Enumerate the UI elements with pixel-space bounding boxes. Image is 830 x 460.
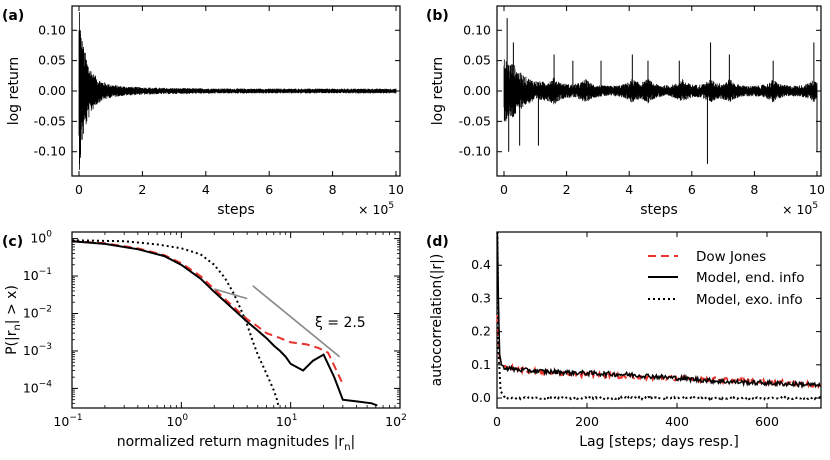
panel-b: 0 2 4 6 8 100.100.050.00-0.05-0.10 (b) steps … xyxy=(426,5,825,218)
x-tick-label: 0 xyxy=(493,414,501,429)
panel-a-ticks: 0 2 4 6 8 10 0.10 0.05 0.00 -0.05 -0.10 xyxy=(34,6,404,197)
panel-c-annotation: ξ = 2.5 xyxy=(315,315,366,331)
panel-b-ylabel: log return xyxy=(430,57,446,126)
y-tick-label: 0.0 xyxy=(471,390,491,405)
series-dow-jones xyxy=(496,314,822,390)
y-tick-label: 0.00 xyxy=(463,83,491,98)
y-tick-label: 0.4 xyxy=(471,257,491,272)
legend-label-model-end: Model, end. info xyxy=(696,270,804,286)
panel-d-legend: Dow Jones Model, end. info Model, exo. i… xyxy=(648,249,804,308)
panel-d-ticks: 0 200 400 600 0.0 0.1 0.2 0.3 0.4 xyxy=(471,232,821,429)
y-tick-label: 0.05 xyxy=(463,53,491,68)
x-tick-label: 200 xyxy=(575,414,599,429)
y-tick-label: -0.10 xyxy=(459,144,491,159)
series-dow-jones xyxy=(71,240,344,385)
panel-b-label: (b) xyxy=(426,8,449,24)
x-tick-label: 0 xyxy=(500,182,508,197)
y-tick-label: -0.10 xyxy=(34,144,66,159)
panel-d-ylabel: autocorrelation(|r|) xyxy=(429,254,445,387)
y-tick-label: 10−2 xyxy=(23,305,52,321)
x-tick-label: 8 xyxy=(329,182,337,197)
x-tick-label: 6 xyxy=(265,182,273,197)
y-tick-label: 0.3 xyxy=(471,290,491,305)
x-tick-label: 2 xyxy=(563,182,571,197)
x-tick-label: 100 xyxy=(167,413,189,429)
panel-b-xlabel: steps xyxy=(640,202,678,218)
y-tick-label: 0.2 xyxy=(471,324,491,339)
panel-a-series xyxy=(78,12,397,170)
x-tick-label: 4 xyxy=(625,182,633,197)
x-tick-label: 600 xyxy=(755,414,779,429)
legend-label-model-exo: Model, exo. info xyxy=(696,292,803,308)
x-tick-label: 101 xyxy=(276,413,298,429)
panel-a-ylabel: log return xyxy=(6,57,22,126)
panel-a-multiplier: × 105 xyxy=(358,201,394,217)
y-tick-label: 0.05 xyxy=(38,53,66,68)
panel-b-multiplier: × 105 xyxy=(782,201,818,217)
y-tick-label: 10−1 xyxy=(23,267,52,283)
series-model-exo-info xyxy=(496,231,822,402)
panel-a-xlabel: steps xyxy=(217,202,255,218)
panel-a-label: (a) xyxy=(2,8,24,24)
x-tick-label: 10 xyxy=(809,182,825,197)
panel-c-series xyxy=(71,239,378,409)
series-log-return xyxy=(78,12,397,170)
y-tick-label: 0.1 xyxy=(471,357,491,372)
series-gray-segment xyxy=(213,288,248,300)
panel-c-ylabel: P(|rn| > x) xyxy=(4,285,23,355)
panel-d: 0 200 400 600 0.0 0.1 0.2 0.3 0.4 (d) Lag [steps… xyxy=(426,231,822,450)
panel-d-label: (d) xyxy=(426,234,449,250)
x-tick-label: 2 xyxy=(138,182,146,197)
x-tick-label: 0 xyxy=(75,182,83,197)
panel-c-xlabel: normalized return magnitudes |rn| xyxy=(117,434,356,453)
y-tick-label: -0.05 xyxy=(459,113,491,128)
y-tick-label: 0.10 xyxy=(38,22,66,37)
series-power-law-fit xyxy=(252,285,341,358)
panel-b-series xyxy=(503,18,818,164)
panel-a: 0 2 4 6 8 100.100.050.00-0.05-0.10 (a) steps … xyxy=(2,5,404,218)
series-model-end-info xyxy=(496,231,822,390)
panel-c-label: (c) xyxy=(2,234,23,250)
x-tick-label: 400 xyxy=(665,414,689,429)
y-tick-label: 10−4 xyxy=(23,379,52,395)
x-tick-label: 102 xyxy=(385,413,407,429)
x-tick-label: 8 xyxy=(750,182,758,197)
panel-d-series xyxy=(496,231,822,402)
y-tick-label: -0.05 xyxy=(34,113,66,128)
y-tick-label: 10−3 xyxy=(23,342,52,358)
y-tick-label: 0.10 xyxy=(463,22,491,37)
x-tick-label: 6 xyxy=(688,182,696,197)
series-model-exo-info xyxy=(71,239,280,409)
x-tick-label: 10 xyxy=(388,182,404,197)
series-model-end-info xyxy=(71,240,378,407)
panel-c-frame xyxy=(71,231,401,409)
x-tick-label: 10−1 xyxy=(53,413,82,429)
panel-c: 10−1 100 101 102 100 10−1 10−2 10−3 10−4 (c) ξ =… xyxy=(2,230,407,453)
panel-d-xlabel: Lag [steps; days resp.] xyxy=(579,434,739,450)
panel-b-ticks: 0 2 4 6 8 10 0.10 0.05 0.00 -0.05 -0.10 xyxy=(459,6,825,197)
x-tick-label: 4 xyxy=(202,182,210,197)
series-log-return xyxy=(503,59,818,122)
y-tick-label: 100 xyxy=(30,230,52,246)
legend-label-dow-jones: Dow Jones xyxy=(696,249,766,265)
y-tick-label: 0.00 xyxy=(38,83,66,98)
